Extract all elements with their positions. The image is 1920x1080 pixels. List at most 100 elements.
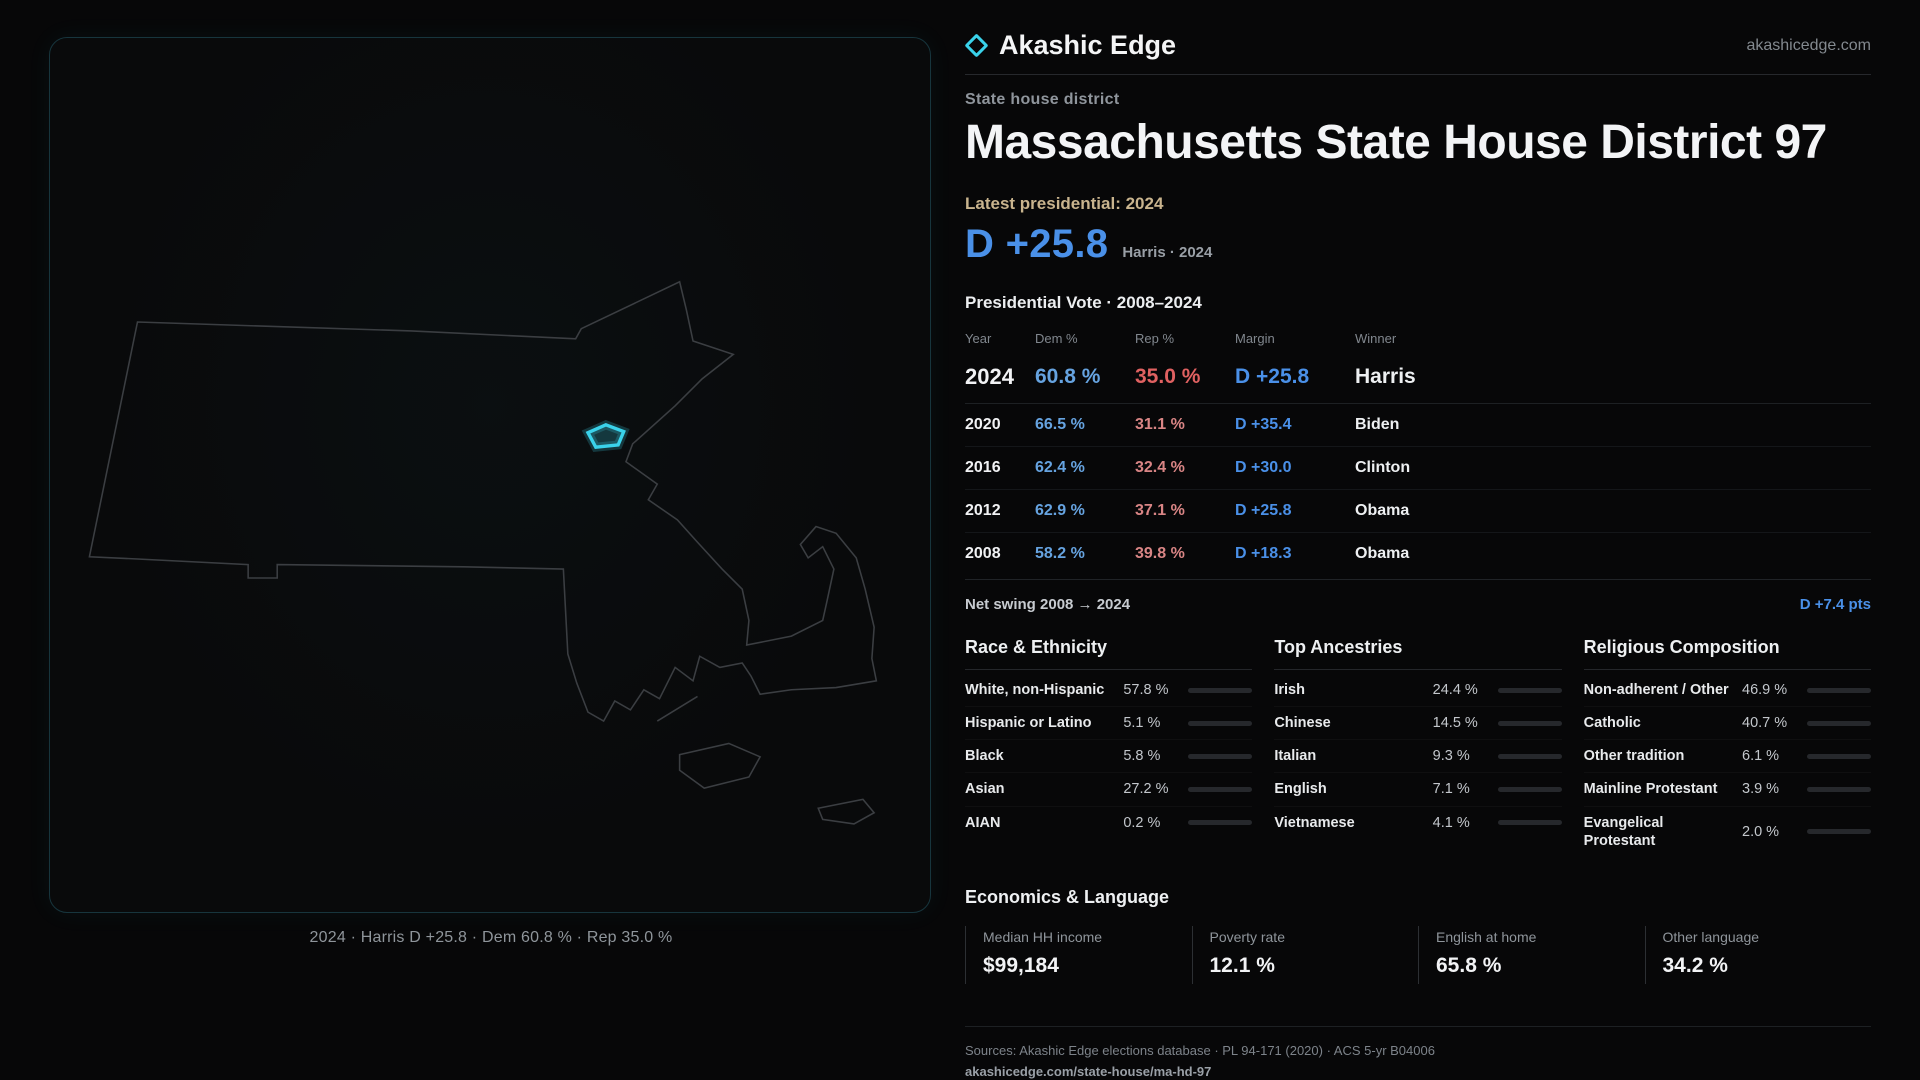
- net-swing-row: Net swing 2008 → 2024 D +7.4 pts: [965, 579, 1871, 613]
- dem-cell: 62.9 %: [1035, 502, 1085, 519]
- vote-row-2016: 2016 62.4 % 32.4 % D +30.0 Clinton: [965, 447, 1871, 490]
- dem-cell: 60.8 %: [1035, 365, 1101, 388]
- demo-row: Other tradition 6.1 %: [1584, 740, 1871, 773]
- col-winner: Winner: [1355, 331, 1397, 346]
- kicker-label: State house district: [965, 91, 1120, 108]
- demo-value: 3.9 %: [1742, 781, 1780, 798]
- demo-label: Chinese: [1274, 715, 1331, 732]
- demo-row: Asian 27.2 %: [965, 773, 1253, 806]
- stat-value: 34.2 %: [1662, 953, 1728, 977]
- demo-label: AIAN: [965, 814, 1001, 831]
- bar-track: [1188, 820, 1253, 826]
- demo-value: 14.5 %: [1432, 715, 1478, 732]
- headline-margin: D +25.8: [965, 222, 1109, 266]
- bar-track: [1807, 720, 1871, 726]
- rep-cell: 37.1 %: [1135, 502, 1185, 519]
- demo-value: 7.1 %: [1432, 781, 1470, 798]
- stat-value: 65.8 %: [1436, 953, 1502, 977]
- demo-row: Non-adherent / Other 46.9 %: [1584, 674, 1871, 707]
- bar-track: [1497, 820, 1562, 826]
- site-link[interactable]: akashicedge.com: [1746, 36, 1871, 54]
- demo-value: 9.3 %: [1432, 748, 1470, 765]
- bar-track: [1497, 720, 1562, 726]
- bar-track: [1807, 829, 1871, 835]
- vote-row-2008: 2008 58.2 % 39.8 % D +18.3 Obama: [965, 533, 1871, 575]
- demo-value: 46.9 %: [1742, 682, 1788, 699]
- demo-label: Vietnamese: [1274, 814, 1355, 831]
- bar-track: [1807, 786, 1871, 792]
- rep-cell: 39.8 %: [1135, 545, 1185, 562]
- latest-presidential-label: Latest presidential: 2024: [965, 194, 1164, 213]
- demo-label: Evangelical Protestant: [1583, 814, 1664, 849]
- demo-value: 40.7 %: [1742, 715, 1788, 732]
- page-title: Massachusetts State House District 97: [965, 116, 1827, 169]
- demographics-section: Race & Ethnicity White, non-Hispanic 57.…: [965, 637, 1871, 857]
- demo-row: Mainline Protestant 3.9 %: [1584, 773, 1871, 806]
- margin-cell: D +30.0: [1235, 459, 1292, 476]
- col-margin: Margin: [1235, 331, 1275, 346]
- vote-row-2012: 2012 62.9 % 37.1 % D +25.8 Obama: [965, 490, 1871, 533]
- brand-name: Akashic Edge: [999, 30, 1177, 60]
- demo-row: Italian 9.3 %: [1274, 740, 1562, 773]
- demo-label: Asian: [965, 781, 1005, 798]
- demo-label: Catholic: [1583, 715, 1641, 732]
- col-rep: Rep %: [1135, 331, 1175, 346]
- year-cell: 2016: [965, 459, 1001, 476]
- net-swing-label: Net swing 2008 → 2024: [965, 596, 1131, 613]
- winner-cell: Obama: [1355, 502, 1410, 519]
- sources-line: Sources: Akashic Edge elections database…: [965, 1042, 1435, 1058]
- bar-track: [1807, 753, 1871, 759]
- year-cell: 2008: [965, 545, 1001, 562]
- map-caption: 2024 · Harris D +25.8 · Dem 60.8 % · Rep…: [309, 929, 673, 946]
- section-title: Top Ancestries: [1274, 637, 1562, 670]
- stat-label: Poverty rate: [1209, 928, 1285, 945]
- winner-cell: Obama: [1355, 545, 1410, 562]
- elizabeth-islands: [657, 696, 699, 722]
- demo-label: Hispanic or Latino: [965, 715, 1092, 732]
- margin-cell: D +25.8: [1235, 365, 1310, 388]
- footer: Sources: Akashic Edge elections database…: [965, 1025, 1871, 1079]
- dem-cell: 58.2 %: [1035, 545, 1085, 562]
- report-column: Akashic Edge akashicedge.com State house…: [931, 0, 1920, 1080]
- net-swing-value: D +7.4 pts: [1799, 596, 1871, 613]
- section-title: Race & Ethnicity: [965, 637, 1253, 670]
- demo-value: 27.2 %: [1123, 781, 1169, 798]
- state-outline: [88, 280, 878, 723]
- vote-row-2024: 2024 60.8 % 35.0 % D +25.8 Harris: [965, 354, 1871, 404]
- stat-label: English at home: [1436, 928, 1537, 945]
- vote-table: Year Dem % Rep % Margin Winner 2024 60.8…: [965, 325, 1871, 575]
- demo-row: Black 5.8 %: [965, 740, 1253, 773]
- demo-row: Irish 24.4 %: [1274, 674, 1562, 707]
- map-column: 2024 · Harris D +25.8 · Dem 60.8 % · Rep…: [0, 0, 931, 1080]
- stat-english-at-home: English at home 65.8 %: [1418, 925, 1645, 984]
- bar-track: [1807, 687, 1871, 693]
- rep-cell: 31.1 %: [1135, 416, 1185, 433]
- stat-label: Median HH income: [983, 928, 1103, 945]
- stat-value: $99,184: [983, 953, 1059, 977]
- bar-track: [1188, 753, 1253, 759]
- demo-row: AIAN 0.2 %: [965, 807, 1253, 839]
- economics-stats: Median HH income $99,184 Poverty rate 12…: [965, 925, 1872, 984]
- demo-label: Black: [965, 748, 1004, 765]
- stat-other-language: Other language 34.2 %: [1644, 925, 1872, 984]
- col-dem: Dem %: [1035, 331, 1078, 346]
- col-year: Year: [965, 331, 992, 346]
- stat-value: 12.1 %: [1209, 953, 1275, 977]
- winner-cell: Harris: [1355, 365, 1416, 388]
- nantucket: [817, 798, 876, 825]
- margin-cell: D +25.8: [1235, 502, 1292, 519]
- demo-row: White, non-Hispanic 57.8 %: [965, 674, 1253, 707]
- margin-cell: D +18.3: [1235, 545, 1292, 562]
- demo-label: Other tradition: [1583, 748, 1685, 765]
- demo-value: 24.4 %: [1432, 682, 1478, 699]
- demo-label: Irish: [1274, 682, 1305, 698]
- demo-label: White, non-Hispanic: [965, 682, 1105, 698]
- marthas-vineyard: [679, 742, 762, 790]
- stat-poverty-rate: Poverty rate 12.1 %: [1191, 925, 1419, 984]
- permalink[interactable]: akashicedge.com/state-house/ma-hd-97: [965, 1063, 1212, 1079]
- race-ethnicity-column: Race & Ethnicity White, non-Hispanic 57.…: [965, 637, 1253, 857]
- bar-track: [1497, 786, 1562, 792]
- demo-value: 0.2 %: [1123, 814, 1161, 831]
- religious-composition-column: Religious Composition Non-adherent / Oth…: [1583, 637, 1871, 857]
- stat-median-hh-income: Median HH income $99,184: [965, 925, 1192, 984]
